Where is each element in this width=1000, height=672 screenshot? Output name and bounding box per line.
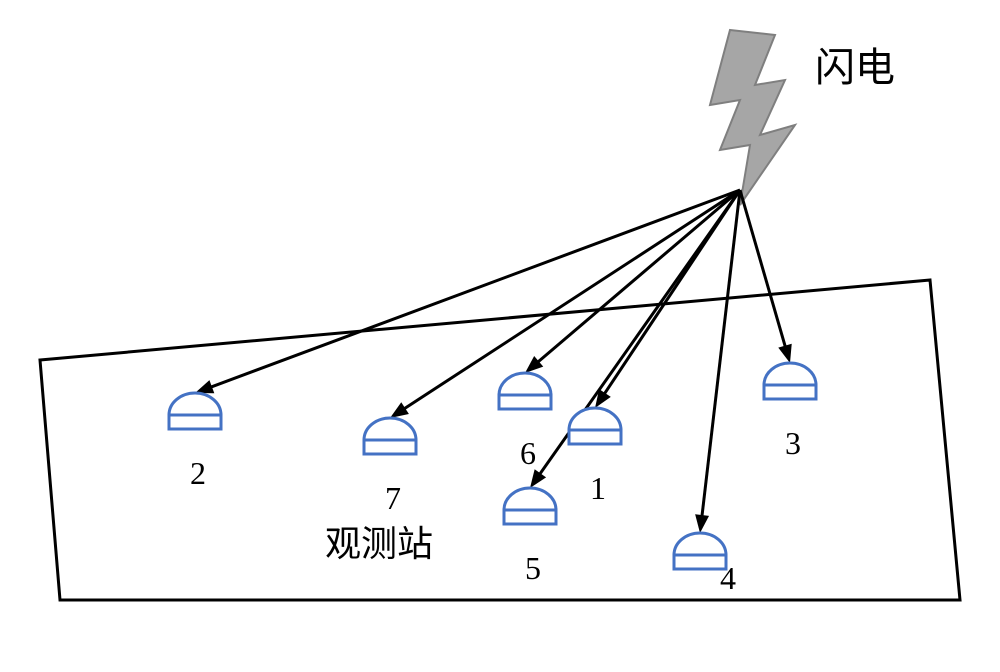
station-icon: [504, 488, 556, 524]
signal-arrow: [695, 190, 740, 533]
ground-plane: [40, 280, 960, 600]
signal-arrow: [740, 190, 792, 363]
station-icon: [364, 418, 416, 454]
lightning-icon: [710, 30, 795, 205]
lightning-label: 闪电: [815, 35, 895, 93]
diagram-canvas: [0, 0, 1000, 672]
groundplane-label: 观测站: [325, 515, 433, 567]
station-number: 6: [520, 435, 536, 472]
station-number: 3: [785, 425, 801, 462]
station-icon: [169, 393, 221, 429]
station-number: 5: [525, 550, 541, 587]
signal-arrow: [195, 190, 740, 393]
station-icon: [569, 408, 621, 444]
station-icon: [764, 363, 816, 399]
signal-arrow: [525, 190, 740, 373]
station-number: 7: [385, 480, 401, 517]
signal-arrow: [390, 190, 740, 418]
station-number: 4: [720, 560, 736, 597]
station-icon: [674, 533, 726, 569]
station-number: 1: [590, 470, 606, 507]
station-icon: [499, 373, 551, 409]
signal-arrow: [530, 190, 740, 488]
station-number: 2: [190, 455, 206, 492]
